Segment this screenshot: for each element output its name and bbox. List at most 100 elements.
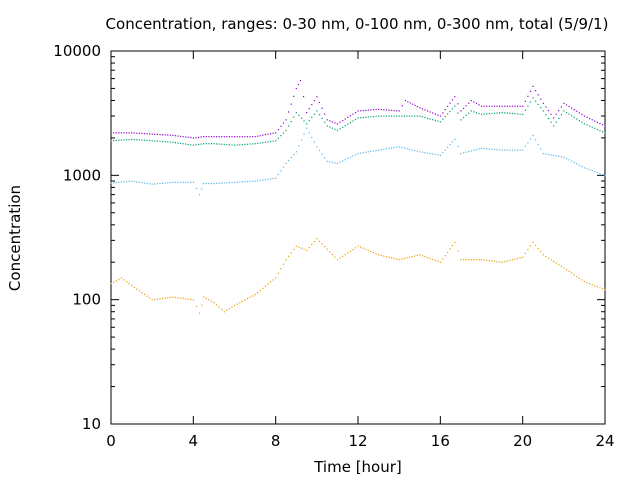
data-point bbox=[388, 115, 390, 117]
data-point bbox=[231, 306, 233, 308]
data-point bbox=[409, 102, 411, 104]
data-point bbox=[401, 146, 403, 149]
data-point bbox=[421, 116, 424, 118]
data-point bbox=[308, 120, 310, 122]
data-point bbox=[285, 259, 287, 261]
data-point bbox=[167, 297, 169, 299]
data-point bbox=[199, 194, 201, 196]
data-point bbox=[529, 90, 532, 92]
data-point bbox=[208, 182, 210, 185]
data-point bbox=[187, 143, 189, 146]
data-point bbox=[174, 181, 177, 183]
data-point bbox=[375, 115, 377, 117]
data-point bbox=[136, 288, 138, 290]
data-point bbox=[360, 246, 362, 248]
data-point bbox=[444, 109, 446, 111]
data-point bbox=[249, 136, 251, 138]
data-point bbox=[493, 148, 496, 151]
data-point bbox=[540, 148, 542, 150]
data-point bbox=[195, 187, 198, 190]
data-point bbox=[318, 240, 321, 242]
data-point bbox=[169, 181, 171, 184]
data-point bbox=[550, 113, 552, 115]
data-point bbox=[407, 101, 409, 103]
data-point bbox=[398, 115, 400, 117]
data-point bbox=[215, 136, 218, 138]
data-point bbox=[357, 152, 359, 155]
data-point bbox=[522, 113, 524, 115]
data-point bbox=[246, 136, 249, 138]
data-point bbox=[228, 144, 231, 146]
data-point bbox=[367, 151, 369, 153]
data-point bbox=[553, 154, 555, 157]
data-point bbox=[275, 177, 277, 179]
data-point bbox=[295, 245, 297, 247]
data-point bbox=[123, 279, 125, 281]
data-point bbox=[451, 141, 454, 143]
data-point bbox=[501, 261, 503, 263]
data-point bbox=[143, 133, 146, 135]
data-point bbox=[120, 139, 122, 141]
data-point bbox=[352, 113, 354, 115]
data-point bbox=[375, 253, 377, 255]
data-point bbox=[451, 245, 454, 247]
data-point bbox=[159, 140, 161, 142]
data-point bbox=[388, 109, 390, 111]
data-point bbox=[252, 295, 254, 297]
data-point bbox=[172, 141, 174, 143]
data-point bbox=[468, 112, 470, 114]
data-point bbox=[115, 181, 117, 184]
data-point bbox=[161, 182, 164, 184]
data-point bbox=[125, 132, 128, 134]
data-point bbox=[313, 141, 315, 143]
data-point bbox=[576, 163, 578, 165]
data-point bbox=[118, 181, 120, 183]
data-point bbox=[282, 263, 285, 265]
data-point bbox=[306, 127, 308, 129]
data-point bbox=[426, 257, 429, 259]
data-point bbox=[192, 181, 195, 183]
data-point bbox=[182, 136, 184, 138]
data-point bbox=[424, 256, 426, 258]
data-point bbox=[573, 116, 575, 119]
data-point bbox=[432, 153, 434, 155]
data-point bbox=[234, 144, 236, 146]
data-point bbox=[532, 85, 534, 88]
data-point bbox=[133, 180, 135, 183]
data-point bbox=[201, 304, 203, 306]
data-point bbox=[576, 275, 578, 278]
data-point bbox=[115, 139, 117, 142]
data-point bbox=[509, 259, 511, 262]
data-point bbox=[200, 143, 202, 145]
data-point bbox=[447, 251, 449, 253]
data-point bbox=[511, 259, 514, 261]
data-point bbox=[299, 79, 302, 82]
data-point bbox=[306, 249, 308, 251]
data-point bbox=[594, 127, 596, 129]
data-point bbox=[493, 105, 496, 107]
data-point bbox=[439, 154, 442, 156]
data-point bbox=[532, 241, 534, 243]
data-point bbox=[460, 110, 462, 112]
data-point bbox=[179, 297, 182, 299]
data-point bbox=[115, 280, 117, 282]
data-point bbox=[249, 296, 251, 298]
data-point bbox=[535, 90, 537, 92]
data-point bbox=[290, 252, 292, 254]
data-point bbox=[586, 124, 588, 126]
data-point bbox=[164, 182, 166, 184]
data-point bbox=[215, 304, 218, 306]
data-point bbox=[486, 259, 488, 261]
data-point bbox=[336, 123, 339, 125]
data-point bbox=[414, 255, 416, 257]
data-point bbox=[527, 249, 529, 251]
data-point bbox=[354, 118, 357, 121]
data-point bbox=[493, 112, 496, 114]
data-point bbox=[110, 140, 112, 142]
data-point bbox=[442, 112, 444, 114]
data-point bbox=[550, 259, 552, 261]
data-point bbox=[568, 105, 570, 108]
data-point bbox=[290, 120, 292, 123]
data-point bbox=[591, 170, 593, 172]
data-point bbox=[444, 116, 446, 118]
